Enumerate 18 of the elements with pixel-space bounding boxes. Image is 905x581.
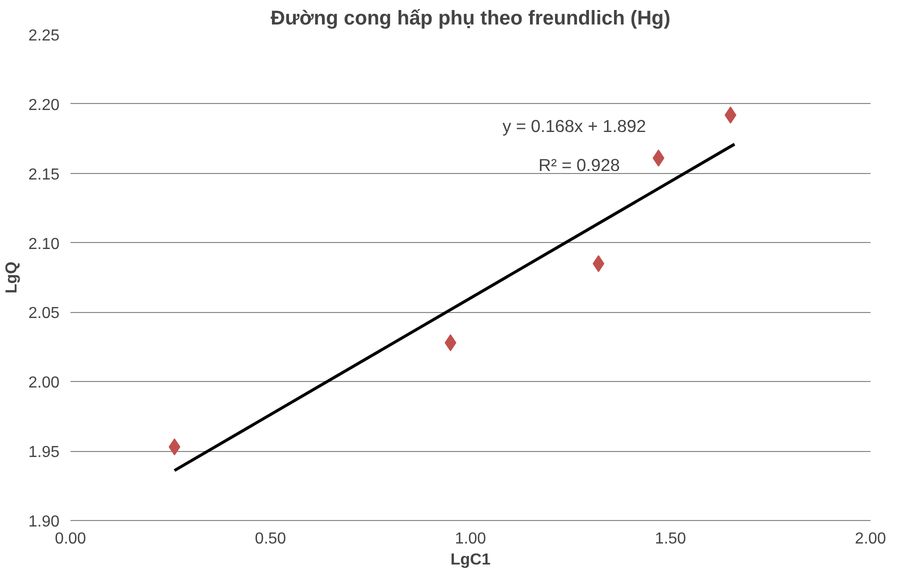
x-tick-label: 1.50 bbox=[654, 530, 686, 548]
chart-title: Đường cong hấp phụ theo freundlich (Hg) bbox=[270, 8, 670, 30]
x-tick-label: 2.00 bbox=[854, 530, 886, 548]
x-axis-title: LgC1 bbox=[450, 552, 491, 568]
y-tick-label: 2.10 bbox=[28, 236, 60, 253]
y-tick-label: 2.20 bbox=[28, 96, 60, 114]
y-tick-label: 2.00 bbox=[28, 374, 60, 392]
annotation: y = 0.168x + 1.892 bbox=[502, 116, 646, 136]
y-tick-label: 2.25 bbox=[28, 28, 60, 44]
y-tick-label: 1.95 bbox=[28, 444, 60, 462]
annotation: R² = 0.928 bbox=[538, 155, 620, 176]
y-axis-title: LgQ bbox=[3, 261, 20, 294]
x-tick-label: 1.00 bbox=[454, 530, 486, 548]
x-tick-label: 0.50 bbox=[254, 530, 286, 548]
y-tick-label: 1.90 bbox=[28, 514, 60, 530]
x-tick-label: 0.00 bbox=[54, 530, 86, 548]
y-tick-label: 2.15 bbox=[28, 166, 60, 184]
y-tick-label: 2.05 bbox=[28, 305, 60, 322]
